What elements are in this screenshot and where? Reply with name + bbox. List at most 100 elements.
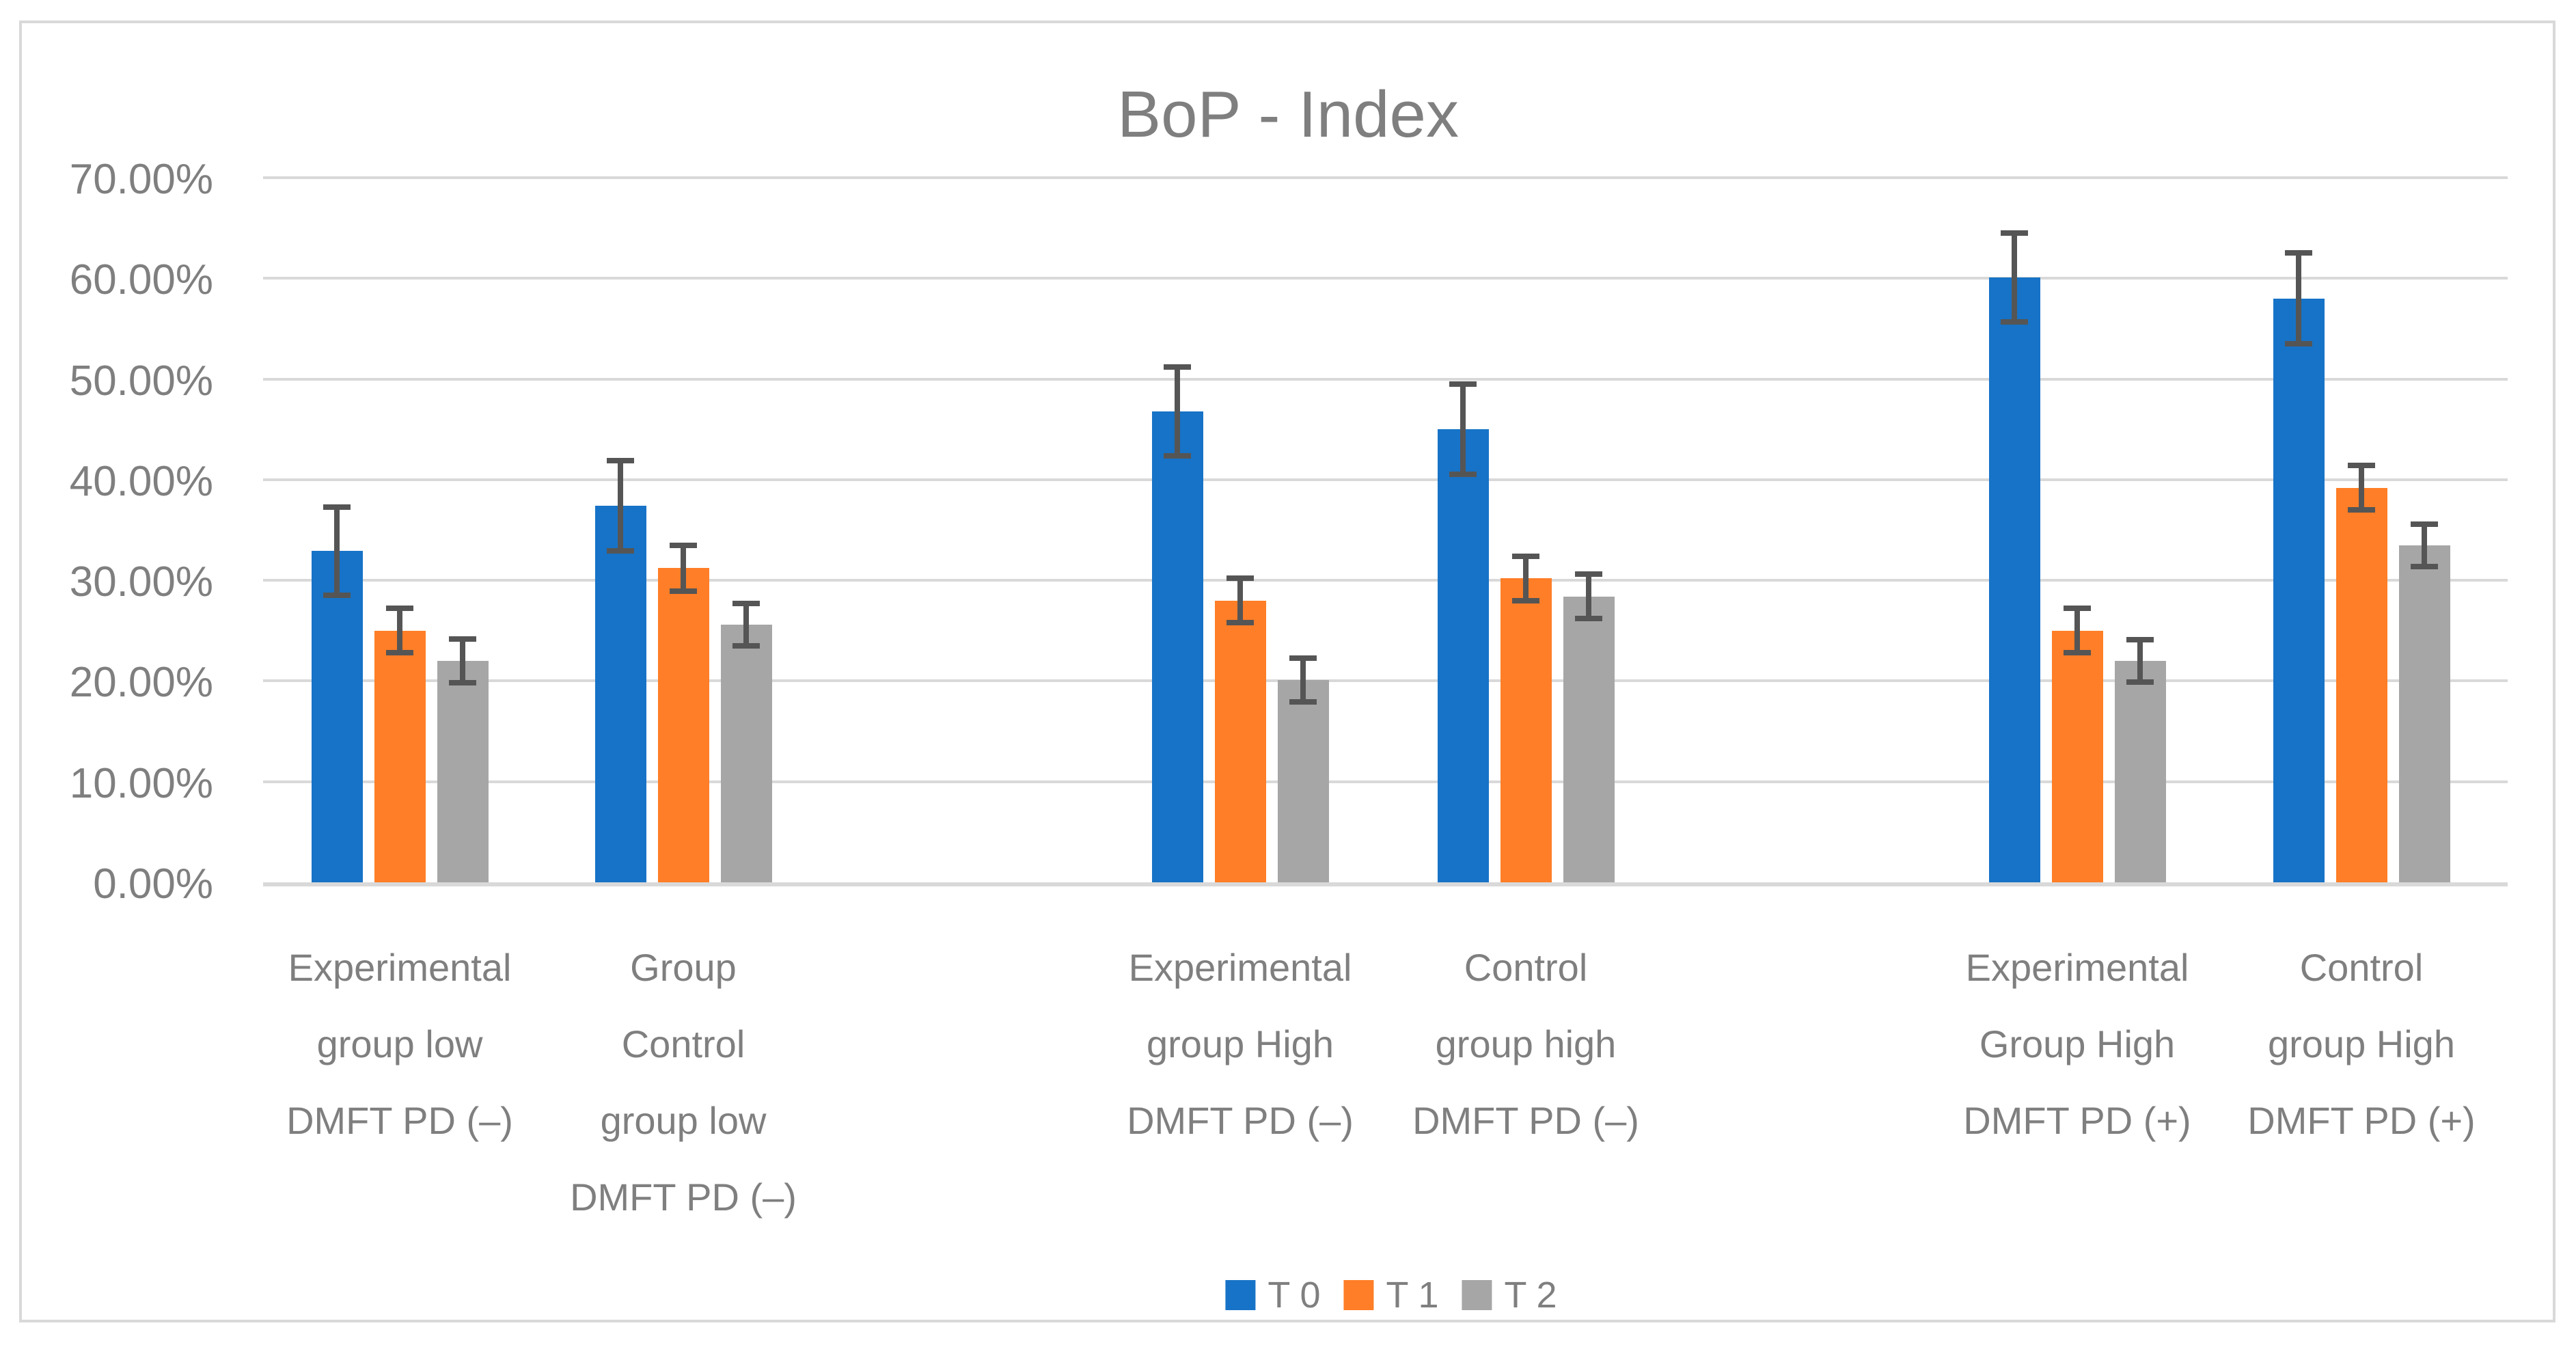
error-bar-line [743,603,749,646]
category-label-group3: Experimental group High DMFT PD (–) [1035,929,1445,1159]
category-label-line: Experimental [288,946,512,989]
error-bar-line [2422,524,2427,567]
chart-border [19,21,2556,1322]
error-bar-cap-bottom [1227,620,1254,625]
bar-t1-group5 [2052,631,2103,882]
error-bar-cap-bottom [2411,564,2438,569]
category-label-line: Control [621,1022,745,1065]
legend-swatch-icon [1343,1280,1374,1310]
y-axis-tick-label: 40.00% [69,458,213,505]
legend-item-t0: T 0 [1225,1274,1320,1316]
error-bar-line [2296,253,2301,344]
error-bar-cap-top [449,636,476,642]
error-bar-line [397,608,402,653]
bar-t2-group4 [1563,597,1615,882]
category-label-group5: Experimental Group High DMFT PD (+) [1872,929,2282,1159]
category-label-line: DMFT PD (–) [1127,1099,1354,1142]
legend-label: T 0 [1268,1275,1321,1316]
category-label-line: group high [1435,1022,1617,1065]
category-label-line: DMFT PD (–) [570,1176,797,1219]
gridline [263,378,2508,381]
error-bar-cap-top [1449,381,1477,387]
error-bar-cap-bottom [1512,598,1539,603]
error-bar-cap-bottom [2348,507,2375,513]
error-bar-line [1175,367,1180,456]
error-bar-line [1523,556,1529,601]
y-axis-tick-label: 60.00% [69,256,213,303]
error-bar-line [2074,608,2080,653]
y-axis-tick-label: 70.00% [69,156,213,203]
error-bar-line [2137,640,2143,682]
error-bar-cap-top [1164,364,1191,370]
error-bar-cap-bottom [2001,319,2028,325]
error-bar-line [1300,658,1306,702]
category-label-line: Control [1464,946,1588,989]
error-bar-cap-top [1512,554,1539,559]
category-label-line: Control [2299,946,2424,989]
bar-t1-group4 [1501,578,1552,882]
error-bar-cap-top [1227,575,1254,581]
bar-t1-group6 [2336,488,2387,882]
error-bar-cap-bottom [323,593,351,598]
error-bar-cap-bottom [386,650,413,655]
bar-t1-group1 [374,631,426,882]
legend-label: T 1 [1386,1275,1439,1316]
error-bar-line [2012,233,2017,322]
error-bar-cap-top [732,601,760,606]
category-label-line: group High [2268,1022,2455,1065]
gridline [263,176,2508,179]
error-bar-cap-bottom [449,680,476,685]
bar-t2-group5 [2115,661,2166,882]
error-bar-cap-bottom [1289,699,1317,705]
bar-t0-group5 [1989,277,2040,882]
gridline [263,679,2508,682]
x-axis-line [263,882,2508,886]
category-label-line: Experimental [1128,946,1352,989]
bar-t0-group2 [595,506,646,882]
error-bar-cap-bottom [670,588,697,594]
category-label-line: DMFT PD (–) [286,1099,513,1142]
error-bar-cap-top [2411,521,2438,527]
y-axis-tick-label: 0.00% [93,860,213,908]
error-bar-cap-top [323,504,351,510]
category-label-group1: Experimental group low DMFT PD (–) [195,929,605,1159]
y-axis-tick-label: 10.00% [69,760,213,807]
error-bar-line [334,507,340,595]
error-bar-cap-top [607,458,634,463]
chart-title: BoP - Index [1117,78,1459,151]
error-bar-cap-top [2285,250,2312,256]
error-bar-cap-bottom [2285,341,2312,347]
gridline [263,277,2508,280]
error-bar-cap-top [2001,230,2028,236]
error-bar-line [1586,574,1591,619]
category-label-line: DMFT PD (+) [1963,1099,2191,1142]
error-bar-cap-bottom [607,548,634,554]
category-label-line: DMFT PD (+) [2247,1099,2476,1142]
bar-t0-group1 [312,551,363,882]
category-label-line: DMFT PD (–) [1412,1099,1639,1142]
error-bar-cap-top [1575,571,1602,577]
category-label-line: group low [600,1099,767,1142]
error-bar-cap-bottom [732,643,760,649]
category-label-group2: Group Control group low DMFT PD (–) [478,929,888,1236]
error-bar-cap-bottom [1164,453,1191,459]
error-bar-line [681,545,686,591]
error-bar-cap-bottom [2064,650,2091,655]
legend-item-t2: T 2 [1462,1274,1557,1316]
error-bar-cap-top [1289,655,1317,661]
category-label-line: Group High [1979,1022,2176,1065]
category-label-line: Group [630,946,737,989]
bar-t2-group3 [1278,680,1329,882]
legend-swatch-icon [1462,1280,1492,1310]
category-label-line: Experimental [1965,946,2189,989]
category-label-group6: Control group High DMFT PD (+) [2156,929,2566,1159]
legend: T 0 T 1 T 2 [1225,1274,1557,1316]
error-bar-cap-top [2064,606,2091,611]
bar-t1-group2 [658,568,709,882]
error-bar-cap-bottom [1449,472,1477,477]
bar-t2-group1 [437,661,489,882]
bar-t2-group6 [2399,545,2450,882]
category-label-line: group low [316,1022,483,1065]
